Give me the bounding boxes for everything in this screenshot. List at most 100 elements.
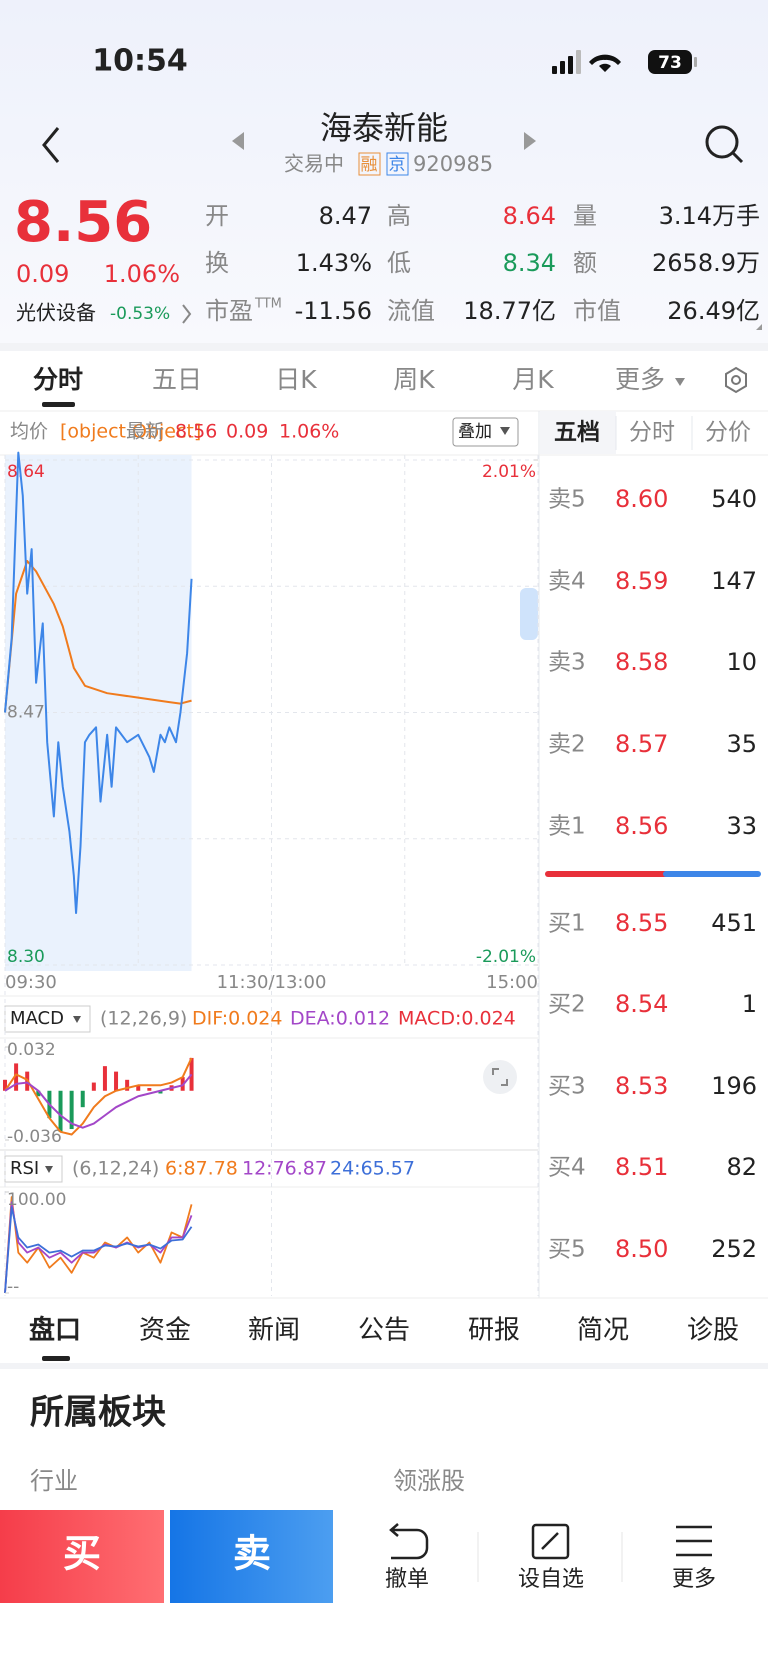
stat-value: 26.49亿 [667, 297, 760, 325]
stat-label: 量 [573, 202, 597, 230]
ob-label: 卖3 [548, 650, 586, 676]
dif-line [4, 1057, 193, 1136]
ob-tab[interactable]: 分时 [629, 420, 675, 446]
ob-label: 买3 [548, 1074, 586, 1100]
macd-bar [3, 1079, 7, 1091]
macd-bar [14, 1063, 19, 1091]
indicator-params: (6,12,24) [72, 1158, 159, 1180]
chart-tab[interactable]: 月K [512, 365, 554, 394]
back-button[interactable] [42, 127, 60, 163]
chart-tab[interactable]: 分时 [33, 365, 83, 394]
y-tick-label: 8.30 [7, 947, 45, 967]
latest-label: 最新 [126, 421, 164, 443]
ob-price: 8.58 [615, 648, 668, 676]
price-line [4, 451, 193, 915]
settings-icon-dot [731, 375, 741, 385]
rsi-line [4, 1196, 193, 1294]
ob-price: 8.51 [615, 1153, 668, 1181]
stat-value: 1.43% [296, 249, 372, 277]
dea-label: DEA:0.012 [290, 1008, 390, 1030]
ob-volume: 33 [726, 812, 757, 840]
sector-arrow [182, 304, 192, 324]
expand-button[interactable] [483, 1060, 517, 1094]
y-tick-label: -0.036 [7, 1127, 62, 1147]
latest-change: 0.09 [226, 421, 268, 443]
action-label[interactable]: 撤单 [385, 1567, 429, 1592]
action-label[interactable]: 更多 [672, 1567, 716, 1592]
x-tick-label: 09:30 [5, 972, 57, 993]
ob-label: 买1 [548, 911, 586, 937]
avg-label: 均价 [10, 421, 48, 443]
info-tab[interactable]: 盘口 [29, 1315, 81, 1346]
macd-bar [125, 1079, 130, 1091]
macd-bar [147, 1088, 152, 1091]
x-tick-label: 15:00 [486, 972, 538, 993]
buy-button[interactable] [0, 1510, 164, 1603]
info-tab[interactable]: 新闻 [248, 1316, 300, 1346]
action-label[interactable]: 设自选 [518, 1567, 584, 1592]
watch-icon[interactable] [531, 1523, 570, 1560]
sell-button[interactable] [170, 1510, 333, 1603]
stat-label: 流值 [387, 297, 435, 325]
overlay-label: 叠加 [458, 422, 492, 442]
stat-label: 低 [387, 249, 411, 277]
corner-mark [756, 324, 762, 330]
legend-entry: 6:87.78 [165, 1158, 238, 1180]
stat-value: 8.34 [503, 249, 556, 277]
tag: 融 [361, 155, 378, 175]
ob-price: 8.60 [615, 485, 668, 513]
ob-volume: 35 [726, 730, 757, 758]
ob-price: 8.57 [615, 730, 668, 758]
overlay-button[interactable] [452, 417, 519, 447]
ob-tab[interactable]: 分价 [705, 420, 751, 446]
avg-value: [object Object] [60, 421, 201, 443]
search-button[interactable] [705, 125, 744, 164]
more-icon[interactable] [676, 1525, 712, 1557]
stock-name: 海泰新能 [320, 109, 448, 147]
rsi-select[interactable] [4, 1155, 63, 1183]
pct-tick-label: -2.01% [476, 947, 536, 967]
info-tab[interactable]: 诊股 [687, 1316, 739, 1346]
prev-stock[interactable] [232, 132, 244, 150]
stat-value: 2658.9万 [652, 249, 760, 277]
y-tick-label: 8.64 [7, 462, 45, 482]
select-caret [73, 1016, 81, 1023]
tab-underline [42, 402, 75, 407]
buy-label: 买 [63, 1532, 101, 1576]
stat-value: 3.14万手 [659, 202, 760, 230]
chart-tab[interactable]: 日K [275, 365, 317, 394]
macd-bar [69, 1090, 74, 1130]
info-tab[interactable]: 简况 [577, 1316, 629, 1346]
battery-level: 73 [658, 53, 682, 73]
clock: 10:54 [92, 44, 188, 79]
tag-box [358, 152, 381, 176]
cancel-icon[interactable] [389, 1523, 429, 1560]
ob-label: 买5 [548, 1237, 586, 1263]
ob-price: 8.54 [615, 990, 668, 1018]
latest-change-pct: 1.06% [279, 421, 339, 443]
sector: 光伏设备 [16, 301, 96, 325]
x-tick-label: 11:30/13:00 [217, 972, 327, 993]
ob-volume: 196 [711, 1072, 757, 1100]
info-tab[interactable]: 资金 [139, 1316, 191, 1346]
chart-tab[interactable]: 更多 [615, 365, 665, 394]
chart-tab[interactable]: 周K [393, 365, 435, 394]
stat-value: 18.77亿 [463, 297, 556, 325]
ob-volume: 1 [742, 990, 757, 1018]
sell-label: 卖 [233, 1532, 271, 1576]
settings-icon[interactable] [725, 366, 747, 394]
ob-volume: 540 [711, 485, 757, 513]
chart-tab[interactable]: 五日 [152, 365, 202, 394]
info-tab[interactable]: 公告 [358, 1316, 410, 1346]
next-stock[interactable] [524, 132, 536, 150]
ob-price: 8.56 [615, 812, 668, 840]
dif-label: DIF:0.024 [192, 1008, 282, 1030]
info-tab[interactable]: 研报 [468, 1316, 520, 1346]
ob-tab[interactable]: 五档 [554, 420, 600, 446]
stat-label-sup: TTM [254, 297, 282, 312]
latest-value: 8.56 [175, 421, 217, 443]
stat-value: -11.56 [295, 297, 372, 325]
side-handle[interactable] [520, 588, 538, 640]
overlay-caret [500, 427, 510, 435]
